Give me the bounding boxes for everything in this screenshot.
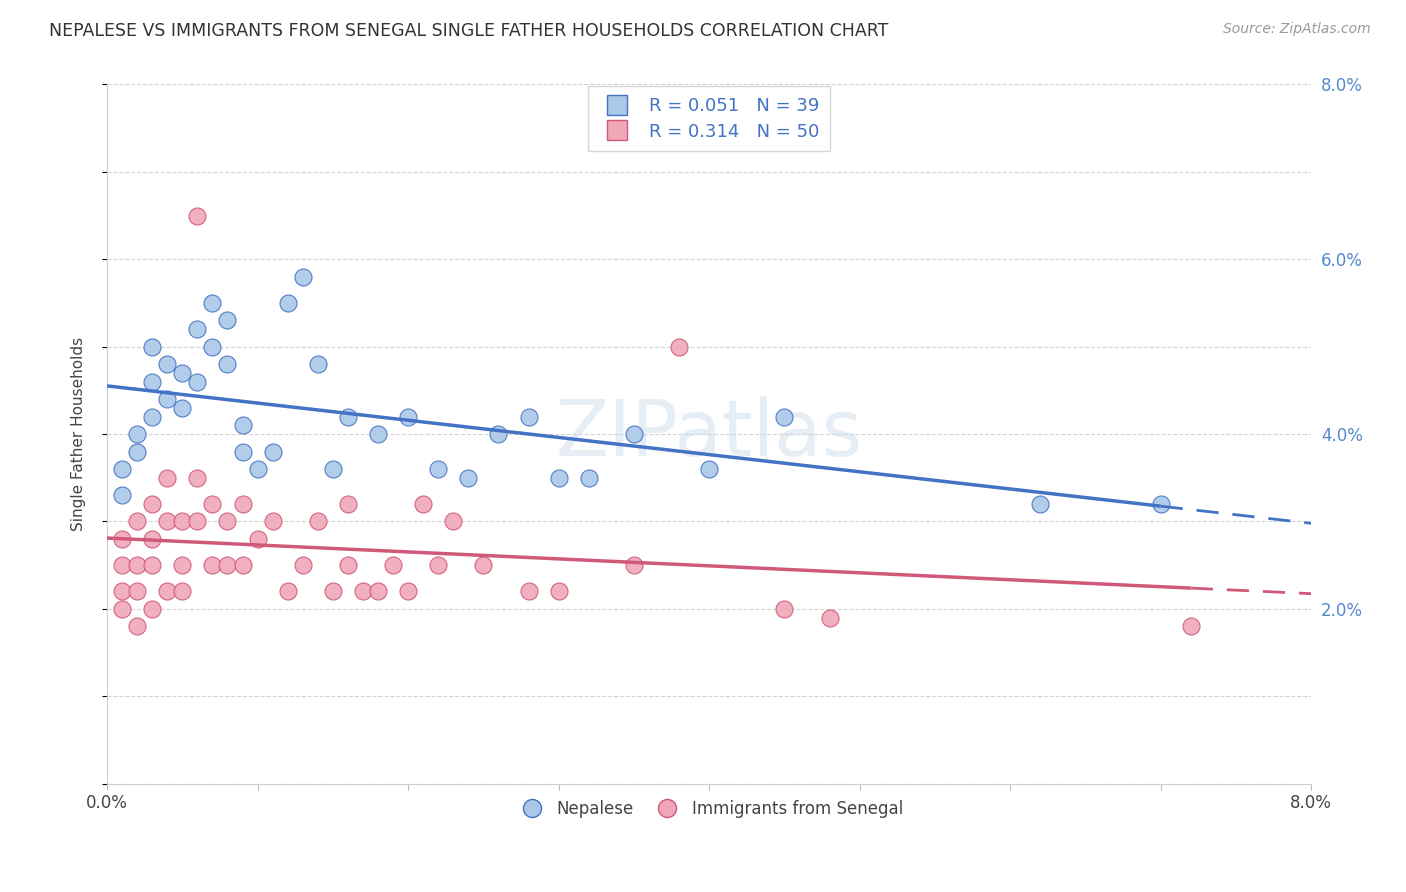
Point	[291, 269, 314, 284]
Point	[186, 322, 208, 336]
Point	[668, 340, 690, 354]
Point	[472, 558, 495, 573]
Point	[201, 497, 224, 511]
Point	[623, 427, 645, 442]
Point	[336, 497, 359, 511]
Point	[141, 602, 163, 616]
Point	[127, 558, 149, 573]
Point	[231, 418, 253, 433]
Point	[141, 409, 163, 424]
Point	[578, 471, 600, 485]
Point	[156, 357, 179, 371]
Point	[111, 462, 134, 476]
Point	[818, 610, 841, 624]
Point	[156, 392, 179, 406]
Point	[307, 515, 329, 529]
Point	[246, 532, 269, 546]
Point	[111, 488, 134, 502]
Point	[773, 602, 796, 616]
Point	[231, 444, 253, 458]
Point	[307, 357, 329, 371]
Point	[111, 532, 134, 546]
Point	[201, 558, 224, 573]
Point	[111, 584, 134, 599]
Point	[396, 584, 419, 599]
Point	[141, 340, 163, 354]
Point	[111, 602, 134, 616]
Point	[336, 558, 359, 573]
Point	[547, 471, 569, 485]
Point	[231, 497, 253, 511]
Point	[141, 558, 163, 573]
Point	[217, 313, 239, 327]
Point	[201, 296, 224, 310]
Point	[127, 427, 149, 442]
Point	[277, 584, 299, 599]
Point	[141, 375, 163, 389]
Point	[141, 532, 163, 546]
Point	[186, 515, 208, 529]
Point	[1149, 497, 1171, 511]
Point	[1180, 619, 1202, 633]
Point	[322, 584, 344, 599]
Legend: Nepalese, Immigrants from Senegal: Nepalese, Immigrants from Senegal	[508, 793, 910, 824]
Point	[517, 584, 540, 599]
Point	[217, 357, 239, 371]
Point	[427, 558, 450, 573]
Point	[396, 409, 419, 424]
Point	[427, 462, 450, 476]
Point	[156, 471, 179, 485]
Point	[217, 558, 239, 573]
Point	[517, 409, 540, 424]
Point	[172, 584, 194, 599]
Point	[127, 515, 149, 529]
Point	[186, 209, 208, 223]
Point	[111, 558, 134, 573]
Text: NEPALESE VS IMMIGRANTS FROM SENEGAL SINGLE FATHER HOUSEHOLDS CORRELATION CHART: NEPALESE VS IMMIGRANTS FROM SENEGAL SING…	[49, 22, 889, 40]
Point	[186, 375, 208, 389]
Point	[441, 515, 464, 529]
Point	[262, 444, 284, 458]
Point	[172, 515, 194, 529]
Point	[156, 515, 179, 529]
Point	[336, 409, 359, 424]
Point	[156, 584, 179, 599]
Point	[352, 584, 374, 599]
Point	[201, 340, 224, 354]
Point	[127, 584, 149, 599]
Point	[486, 427, 509, 442]
Point	[322, 462, 344, 476]
Point	[547, 584, 569, 599]
Point	[1029, 497, 1052, 511]
Point	[773, 409, 796, 424]
Point	[172, 366, 194, 380]
Point	[367, 584, 389, 599]
Point	[412, 497, 434, 511]
Point	[382, 558, 405, 573]
Point	[172, 401, 194, 415]
Point	[262, 515, 284, 529]
Point	[246, 462, 269, 476]
Point	[186, 471, 208, 485]
Point	[141, 497, 163, 511]
Y-axis label: Single Father Households: Single Father Households	[72, 337, 86, 531]
Point	[127, 444, 149, 458]
Point	[623, 558, 645, 573]
Point	[291, 558, 314, 573]
Point	[697, 462, 720, 476]
Point	[367, 427, 389, 442]
Point	[127, 619, 149, 633]
Point	[457, 471, 479, 485]
Text: ZIPatlas: ZIPatlas	[555, 396, 863, 472]
Point	[231, 558, 253, 573]
Text: Source: ZipAtlas.com: Source: ZipAtlas.com	[1223, 22, 1371, 37]
Point	[217, 515, 239, 529]
Point	[277, 296, 299, 310]
Point	[172, 558, 194, 573]
